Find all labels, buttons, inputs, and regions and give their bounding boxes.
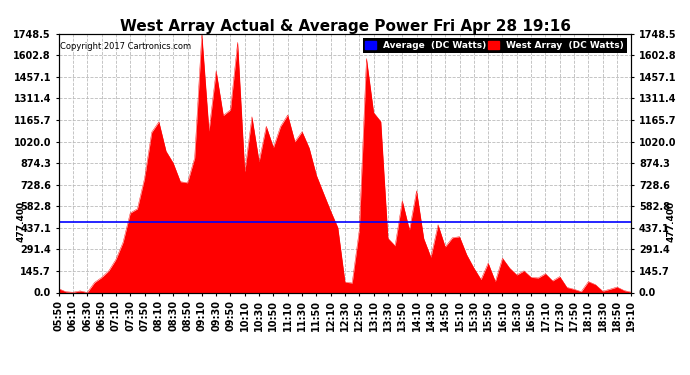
Text: 477.400: 477.400 — [17, 201, 26, 242]
Legend: Average  (DC Watts), West Array  (DC Watts): Average (DC Watts), West Array (DC Watts… — [362, 38, 627, 53]
Text: 477.400: 477.400 — [667, 201, 676, 242]
Text: Copyright 2017 Cartronics.com: Copyright 2017 Cartronics.com — [60, 42, 191, 51]
Title: West Array Actual & Average Power Fri Apr 28 19:16: West Array Actual & Average Power Fri Ap… — [119, 19, 571, 34]
